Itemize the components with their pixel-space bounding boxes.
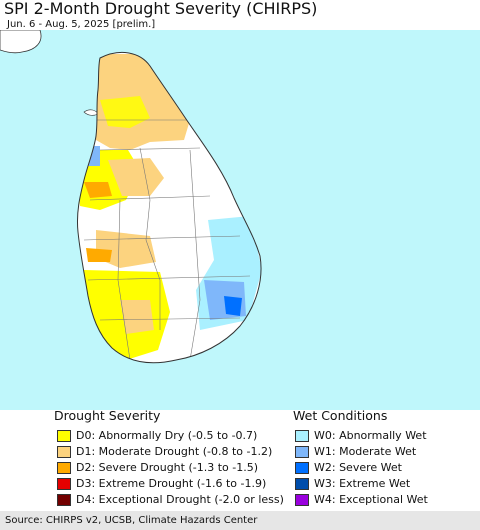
source-footer: Source: CHIRPS v2, UCSB, Climate Hazards… [0,511,480,530]
legend-label-d3: D3: Extreme Drought (-1.6 to -1.9) [76,477,267,490]
swatch-w0 [295,429,309,442]
legend-label-d1: D1: Moderate Drought (-0.8 to -1.2) [76,445,273,458]
legend-label-d2: D2: Severe Drought (-1.3 to -1.5) [76,461,259,474]
swatch-w4 [295,493,309,506]
legend-item-w1: W1: Moderate Wet [295,444,416,459]
legend-label-w0: W0: Abnormally Wet [314,429,427,442]
legend-item-w0: W0: Abnormally Wet [295,428,427,443]
swatch-d0 [57,429,71,442]
east-severe-wet-patch [224,296,242,316]
swatch-w1 [295,445,309,458]
drought-map [0,30,480,410]
legend-item-w3: W3: Extreme Wet [295,476,410,491]
swatch-w2 [295,461,309,474]
legend-item-d4: D4: Exceptional Drought (-2.0 or less) [57,492,284,507]
drought-legend-title: Drought Severity [54,408,161,423]
swatch-w3 [295,477,309,490]
legend-item-d2: D2: Severe Drought (-1.3 to -1.5) [57,460,258,475]
southwest-moderate-drought-area [120,300,154,334]
legend-item-w2: W2: Severe Wet [295,460,402,475]
legend-label-d4: D4: Exceptional Drought (-2.0 or less) [76,493,284,506]
map-title: SPI 2-Month Drought Severity (CHIRPS) [4,0,318,18]
central-west-severe-drought-patch [86,248,112,262]
swatch-d3 [57,477,71,490]
district-boundaries [83,119,251,361]
west-moderate-drought-area [108,158,164,196]
date-range-subtitle: Jun. 6 - Aug. 5, 2025 [prelim.] [5,19,158,30]
west-severe-drought-patch [84,182,112,198]
swatch-d4 [57,493,71,506]
legend-item-d0: D0: Abnormally Dry (-0.5 to -0.7) [57,428,257,443]
legend-item-w4: W4: Exceptional Wet [295,492,428,507]
swatch-d1 [57,445,71,458]
wet-legend-title: Wet Conditions [293,408,388,423]
legend-label-w1: W1: Moderate Wet [314,445,417,458]
india-coast [0,30,42,54]
legend-item-d1: D1: Moderate Drought (-0.8 to -1.2) [57,444,272,459]
legend-label-d0: D0: Abnormally Dry (-0.5 to -0.7) [76,429,258,442]
legend-label-w3: W3: Extreme Wet [314,477,411,490]
legend-label-w4: W4: Exceptional Wet [314,493,428,506]
legend-item-d3: D3: Extreme Drought (-1.6 to -1.9) [57,476,266,491]
swatch-d2 [57,461,71,474]
legend-label-w2: W2: Severe Wet [314,461,402,474]
